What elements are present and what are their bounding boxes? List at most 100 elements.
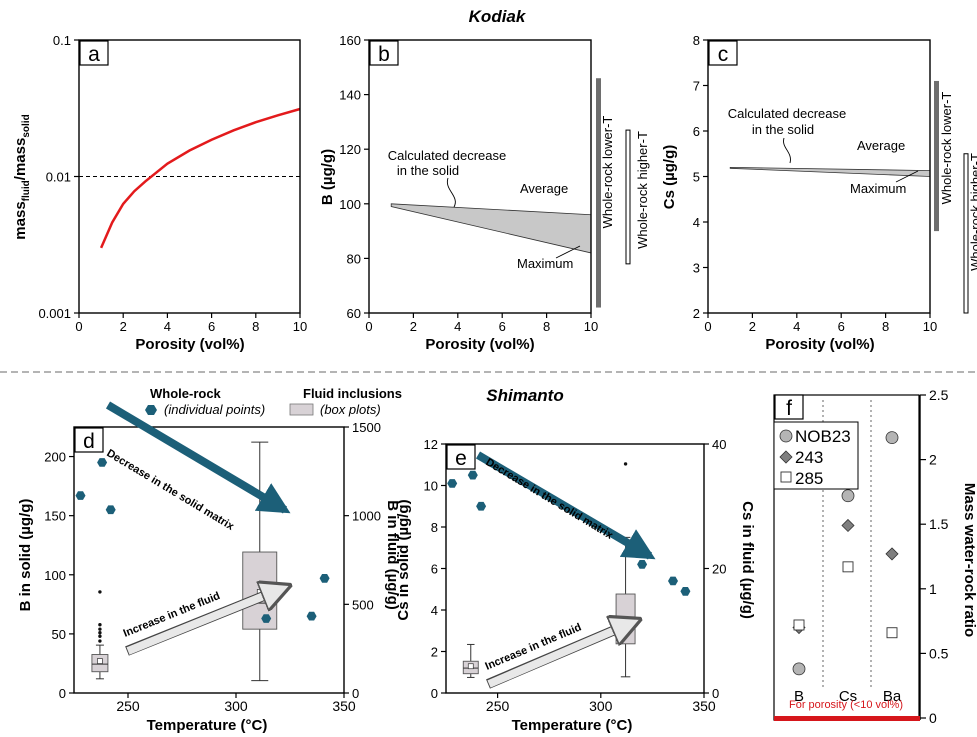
- point-NOB23: [792, 662, 806, 676]
- x-tick-label: 300: [589, 698, 613, 714]
- y-tick-label: 60: [347, 306, 361, 321]
- y-tick-label: 0: [59, 686, 66, 701]
- leader-max: [555, 245, 581, 259]
- whole-rock-point: [75, 491, 86, 500]
- annotation-decrease: Decrease in the solid matrix: [104, 447, 236, 533]
- point-285: [793, 619, 805, 631]
- x-tick-label: 250: [116, 698, 140, 714]
- legend-fluid-title: Fluid inclusions: [303, 386, 402, 401]
- range-label-lower-t: Whole-rock lower-T: [939, 92, 954, 205]
- panel-letter: e: [455, 447, 467, 470]
- x-tick-label: 8: [252, 319, 259, 334]
- box-outlier: [98, 623, 102, 627]
- x-tick-label: 300: [224, 698, 248, 714]
- y-tick-label: 0.01: [46, 170, 71, 185]
- annotation-calc-1: Calculated decrease: [728, 106, 847, 121]
- kodiak-title: Kodiak: [469, 7, 527, 26]
- box-outlier: [98, 590, 102, 594]
- whole-rock-point: [105, 505, 116, 515]
- box-outlier: [98, 631, 102, 635]
- range-bar-higher-t: [963, 153, 969, 314]
- x-tick-label: 2: [749, 319, 756, 334]
- annotation-calc-1: Calculated decrease: [388, 148, 507, 163]
- whole-rock-point: [97, 458, 108, 467]
- range-bar-lower-t: [596, 78, 601, 308]
- whole-rock-point: [637, 560, 648, 569]
- point-285: [842, 561, 854, 573]
- annotation-average: Average: [520, 181, 568, 196]
- y-tick-label: 80: [347, 251, 361, 266]
- y-axis-label-right: Cs in fluid (µg/g): [739, 501, 756, 619]
- x-axis-label: Porosity (vol%): [135, 336, 244, 353]
- y-tick-label: 0: [431, 686, 438, 701]
- category-label: B: [794, 688, 804, 705]
- y-tick-label: 10: [424, 479, 438, 494]
- y-tick-label: 12: [424, 437, 438, 452]
- y-axis-label-left: B in solid (µg/g): [17, 499, 34, 612]
- x-tick-label: 0: [365, 319, 372, 334]
- arrow-decrease: [475, 451, 656, 560]
- mass-ratio-curve: [99, 107, 301, 249]
- y-axis-label-right: B in fluid (µg/g): [384, 500, 401, 609]
- panel-letter: c: [718, 43, 729, 66]
- shimanto-title: Shimanto: [486, 386, 563, 405]
- plot-frame: [707, 39, 931, 314]
- annotation-maximum: Maximum: [850, 181, 906, 196]
- porosity-bar: [774, 716, 920, 721]
- x-tick-label: 250: [486, 698, 510, 714]
- panel-letter-box: [708, 40, 738, 66]
- y-tick-label-right: 1000: [352, 509, 381, 524]
- panel-letter-box: [79, 40, 109, 66]
- y-axis-label: massfluid/masssolid: [12, 114, 32, 239]
- y-tick-label: 0.1: [53, 33, 71, 48]
- panel-letter-box: [369, 40, 399, 66]
- y-tick-label-right: 1500: [352, 420, 381, 435]
- panel-letter: d: [83, 430, 95, 453]
- whole-rock-point: [306, 611, 317, 621]
- y-tick-label-right: 2.5: [929, 387, 949, 403]
- y-tick-label-right: 40: [712, 437, 726, 452]
- point-285: [886, 627, 898, 639]
- legend-whole-rock-title: Whole-rock: [150, 386, 222, 401]
- x-axis-label: Temperature (°C): [512, 717, 633, 734]
- y-tick-label: 100: [339, 197, 361, 212]
- y-tick-label: 150: [44, 509, 66, 524]
- box-mean: [467, 663, 474, 670]
- box-outlier: [98, 634, 102, 638]
- range-label-higher-t: Whole-rock higher-T: [968, 153, 977, 271]
- y-axis-label: B (µg/g): [319, 149, 336, 205]
- panel-letter-box: [74, 427, 104, 453]
- y-tick-label: 100: [44, 568, 66, 583]
- annotation-calc-2: in the solid: [752, 122, 814, 137]
- box-mean: [97, 658, 103, 664]
- x-tick-label: 0: [704, 319, 711, 334]
- point-NOB23: [841, 489, 855, 503]
- annotation-decrease: Decrease in the solid matrix: [483, 456, 615, 542]
- porosity-footnote: For porosity (<10 vol%): [789, 699, 903, 711]
- plot-frame: [78, 39, 301, 314]
- x-tick-label: 4: [454, 319, 461, 334]
- whole-rock-point: [668, 576, 678, 586]
- annotation-calc-2: in the solid: [397, 163, 459, 178]
- annotation-average: Average: [857, 138, 905, 153]
- point-243: [841, 518, 855, 533]
- x-tick-label: 2: [410, 319, 417, 334]
- y-tick-label: 8: [431, 520, 438, 535]
- legend-label-285: 285: [795, 469, 823, 488]
- x-axis-label: Porosity (vol%): [765, 336, 874, 353]
- whole-rock-point: [467, 470, 478, 480]
- y-tick-label: 4: [431, 603, 438, 618]
- range-label-higher-t: Whole-rock higher-T: [635, 131, 650, 249]
- legend-diamond-marker: [779, 450, 793, 464]
- whole-rock-point: [447, 479, 458, 488]
- box-outlier: [98, 627, 102, 631]
- annotation-maximum: Maximum: [517, 256, 573, 271]
- legend-fluid-desc: (box plots): [320, 402, 381, 417]
- x-tick-label: 8: [543, 319, 550, 334]
- y-tick-label-right: 1.5: [929, 516, 949, 532]
- category-label: Cs: [839, 688, 857, 705]
- y-tick-label: 2: [693, 306, 700, 321]
